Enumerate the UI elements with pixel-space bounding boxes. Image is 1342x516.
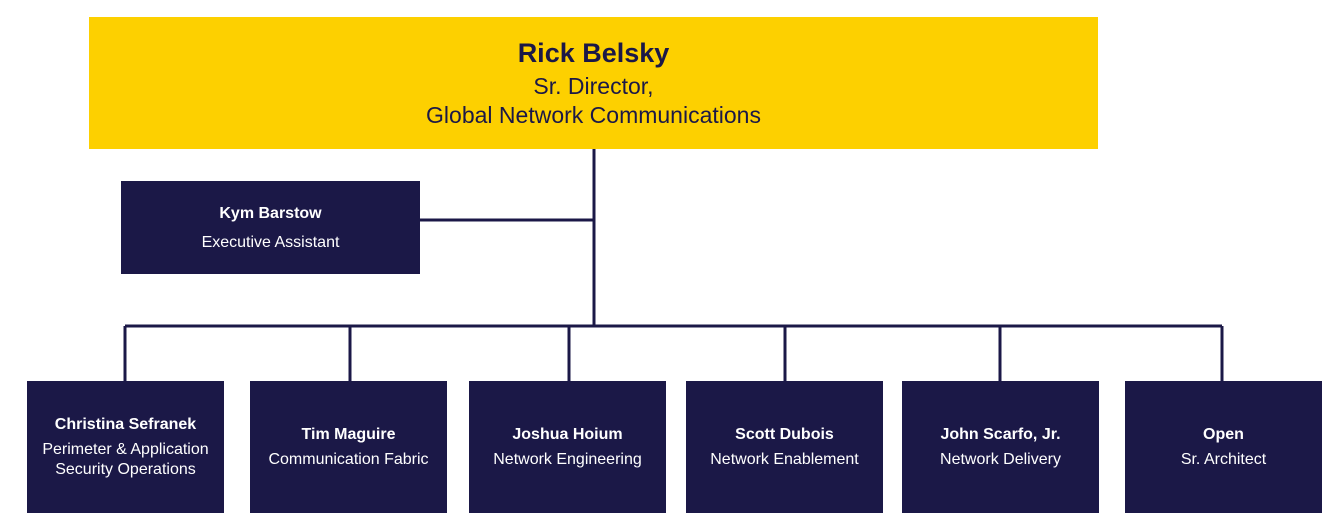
head-node: Rick Belsky Sr. Director, Global Network… xyxy=(89,17,1098,149)
report-name: John Scarfo, Jr. xyxy=(940,426,1061,443)
report-title: Perimeter & Application Security Operati… xyxy=(42,441,209,478)
assistant-title: Executive Assistant xyxy=(201,233,340,251)
report-name: Christina Sefranek xyxy=(54,416,197,433)
assistant-name: Kym Barstow xyxy=(219,204,322,222)
report-name: Joshua Hoium xyxy=(512,426,623,443)
report-node-joshua-hoium: Joshua Hoium Network Engineering xyxy=(469,381,666,513)
report-name: Tim Maguire xyxy=(301,426,396,443)
report-node-christina-sefranek: Christina Sefranek Perimeter & Applicati… xyxy=(27,381,224,513)
head-title: Sr. Director, Global Network Communicati… xyxy=(426,73,761,128)
head-name: Rick Belsky xyxy=(517,38,670,68)
report-name: Scott Dubois xyxy=(735,426,834,443)
assistant-node: Kym Barstow Executive Assistant xyxy=(121,181,420,274)
report-node-open: Open Sr. Architect xyxy=(1125,381,1322,513)
report-node-scott-dubois: Scott Dubois Network Enablement xyxy=(686,381,883,513)
report-title: Network Enablement xyxy=(710,451,859,468)
report-title: Network Delivery xyxy=(940,451,1061,468)
report-node-john-scarfo-jr: John Scarfo, Jr. Network Delivery xyxy=(902,381,1099,513)
report-name: Open xyxy=(1203,426,1244,443)
report-node-tim-maguire: Tim Maguire Communication Fabric xyxy=(250,381,447,513)
report-title: Sr. Architect xyxy=(1180,451,1267,468)
report-title: Network Engineering xyxy=(493,451,642,468)
report-title: Communication Fabric xyxy=(268,451,429,468)
